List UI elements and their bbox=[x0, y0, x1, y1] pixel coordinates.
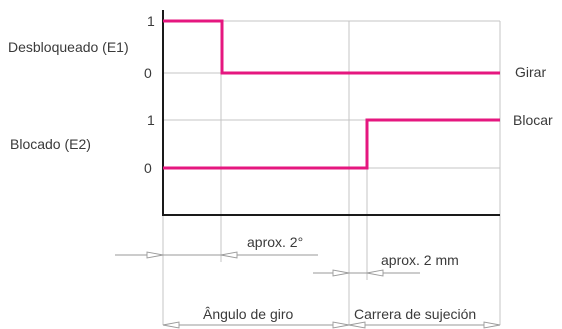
grid-vertical bbox=[162, 21, 501, 325]
dimension-stroke-label: aprox. 2 mm bbox=[381, 252, 459, 268]
grid-horizontal bbox=[163, 20, 500, 169]
signal-e1-trace bbox=[163, 19, 500, 75]
signal-e2-end-label: Blocar bbox=[513, 112, 553, 128]
rotation-angle-label: Ângulo de giro bbox=[203, 306, 294, 322]
arrow-right-icon bbox=[146, 251, 164, 259]
tick-e2-high: 1 bbox=[147, 112, 155, 128]
dimension-stroke bbox=[313, 269, 420, 277]
arrow-left-icon bbox=[348, 321, 366, 329]
signal-e2-label: Blocado (E2) bbox=[10, 136, 91, 152]
dimension-angle-label: aprox. 2° bbox=[247, 234, 303, 250]
tick-e2-low: 0 bbox=[144, 160, 152, 176]
signal-e1-label: Desbloqueado (E1) bbox=[8, 39, 129, 55]
arrow-left-icon bbox=[220, 251, 238, 259]
dimension-phases bbox=[162, 321, 501, 329]
arrow-right-icon bbox=[332, 269, 350, 277]
arrow-left-icon bbox=[366, 269, 384, 277]
tick-e1-high: 1 bbox=[147, 13, 155, 29]
arrow-right-icon bbox=[483, 321, 501, 329]
tick-e1-low: 0 bbox=[144, 65, 152, 81]
clamping-stroke-label: Carrera de sujeción bbox=[354, 306, 476, 322]
dimension-angle bbox=[115, 251, 318, 259]
arrow-right-icon bbox=[332, 321, 350, 329]
arrow-left-icon bbox=[162, 321, 180, 329]
signal-e1-end-label: Girar bbox=[515, 64, 546, 80]
signal-e2-trace bbox=[163, 118, 500, 170]
